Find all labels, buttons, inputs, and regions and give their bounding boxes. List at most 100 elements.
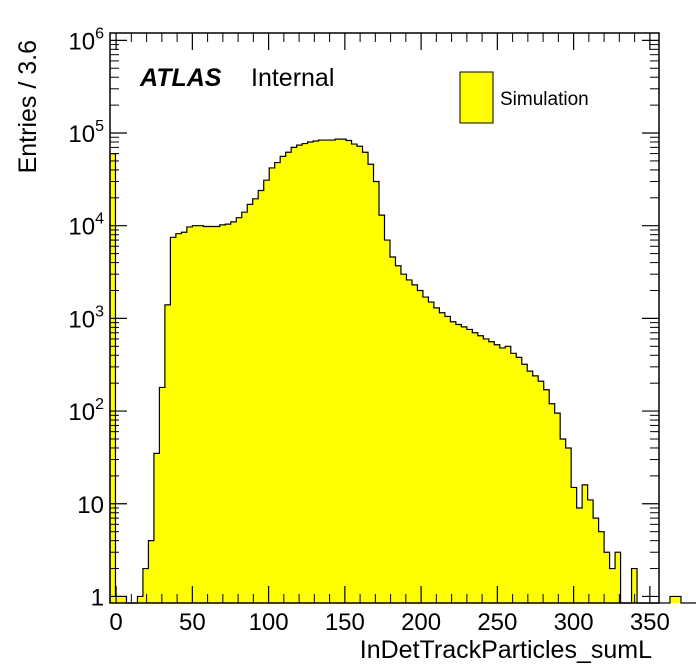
- histogram-bin: [406, 279, 413, 603]
- histogram-bin: [587, 499, 594, 603]
- histogram-bin: [477, 335, 484, 603]
- histogram-bin: [236, 217, 243, 603]
- histogram-bin: [296, 145, 303, 603]
- histogram-bin: [499, 347, 506, 603]
- histogram-bin: [379, 215, 385, 603]
- x-axis-title: InDetTrackParticles_sumL: [360, 636, 652, 664]
- x-tick-label: 250: [477, 609, 517, 636]
- histogram-bin: [384, 240, 391, 603]
- histogram-bin: [137, 596, 144, 603]
- y-tick-label: 106: [68, 25, 104, 55]
- histogram-bin: [219, 224, 226, 603]
- x-tick-label: 300: [554, 609, 594, 636]
- histogram-bin: [455, 324, 462, 603]
- histogram-bin: [488, 341, 495, 603]
- histogram-bin: [120, 596, 127, 603]
- histogram-bin: [142, 568, 149, 603]
- histogram-bin: [280, 156, 287, 603]
- legend-entry-simulation: Simulation: [500, 89, 589, 110]
- histogram-bin: [439, 312, 446, 603]
- histogram-bin: [527, 371, 534, 603]
- legend-swatch: [459, 71, 494, 124]
- histogram-bin: [450, 321, 457, 603]
- histogram-bin: [241, 212, 248, 604]
- histogram-bin: [598, 531, 605, 603]
- histogram-bin: [170, 237, 177, 604]
- histogram-bin: [411, 284, 418, 603]
- histogram-bin: [461, 326, 468, 603]
- histogram-bin: [521, 364, 528, 603]
- histogram-bin: [543, 389, 550, 603]
- histogram-bars: [109, 138, 696, 604]
- histogram-bin: [307, 142, 314, 603]
- histogram-bin: [181, 232, 188, 603]
- histogram-bin: [175, 233, 182, 603]
- histogram-bin: [532, 375, 539, 603]
- histogram-bin: [483, 338, 490, 603]
- histogram-bin: [631, 568, 638, 603]
- y-tick-label: 1: [91, 584, 104, 611]
- histogram-bin: [444, 316, 451, 603]
- x-tick-label: 150: [325, 609, 365, 636]
- histogram-bin: [291, 147, 298, 603]
- histogram-outline: [109, 138, 696, 604]
- internal-label: Internal: [251, 64, 334, 92]
- histogram-bin: [669, 596, 676, 603]
- histogram-bin: [263, 180, 270, 604]
- histogram-bin: [516, 357, 523, 603]
- histogram-bin: [565, 447, 572, 603]
- histogram-bin: [159, 387, 166, 603]
- histogram-bin: [214, 226, 221, 603]
- histogram-bin: [340, 139, 347, 603]
- x-tick-label: 50: [179, 609, 206, 636]
- histogram-bin: [466, 329, 473, 603]
- histogram-bin: [395, 265, 402, 603]
- histogram-bin: [609, 568, 616, 603]
- histogram-bin: [225, 224, 232, 603]
- histogram-bin: [110, 153, 116, 603]
- histogram-bin: [576, 508, 583, 603]
- x-tick-labels: 0 50 100 150 200 250 300 350: [109, 609, 669, 636]
- histogram-bin: [285, 152, 292, 603]
- histogram-bin: [324, 140, 330, 604]
- x-tick-label: 200: [401, 609, 441, 636]
- histogram-bin: [428, 302, 435, 603]
- histogram-bin: [192, 225, 199, 603]
- y-tick-label: 104: [68, 211, 104, 241]
- y-tick-label: 102: [68, 396, 104, 426]
- y-tick-labels: 1 10 102 103 104 105 106: [68, 25, 104, 611]
- histogram-bin: [582, 484, 589, 603]
- histogram-bin: [560, 438, 567, 603]
- histogram-bin: [373, 181, 380, 604]
- x-tick-label: 350: [630, 609, 670, 636]
- histogram-bin: [505, 346, 512, 603]
- histogram-bin: [148, 540, 155, 603]
- histogram-bin: [472, 332, 479, 603]
- histogram-bin: [538, 381, 545, 603]
- histogram-bin: [115, 596, 122, 603]
- histogram-bin: [593, 518, 600, 603]
- histogram-bin: [400, 274, 407, 603]
- histogram-bin: [571, 487, 578, 603]
- histogram-bin: [269, 167, 276, 603]
- histogram-bin: [346, 140, 352, 603]
- histogram-bin: [615, 552, 621, 603]
- y-tick-label: 105: [68, 118, 104, 148]
- y-tick-label: 103: [68, 303, 104, 333]
- histogram-bin: [153, 453, 160, 603]
- histogram-bin: [252, 198, 259, 603]
- histogram-bin: [313, 141, 320, 603]
- atlas-label: ATLAS: [139, 64, 222, 92]
- histogram-bin: [362, 152, 369, 603]
- x-tick-label: 0: [109, 609, 122, 636]
- histogram-bin: [335, 139, 341, 603]
- histogram-bin: [357, 146, 363, 603]
- histogram-bin: [433, 307, 440, 603]
- histogram-bin: [554, 413, 561, 603]
- histogram-bin: [675, 596, 682, 603]
- histogram-bin: [604, 552, 610, 603]
- histogram-bin: [549, 403, 556, 603]
- histogram-bin: [186, 226, 193, 603]
- histogram-bin: [389, 256, 396, 603]
- histogram-bin: [422, 297, 429, 603]
